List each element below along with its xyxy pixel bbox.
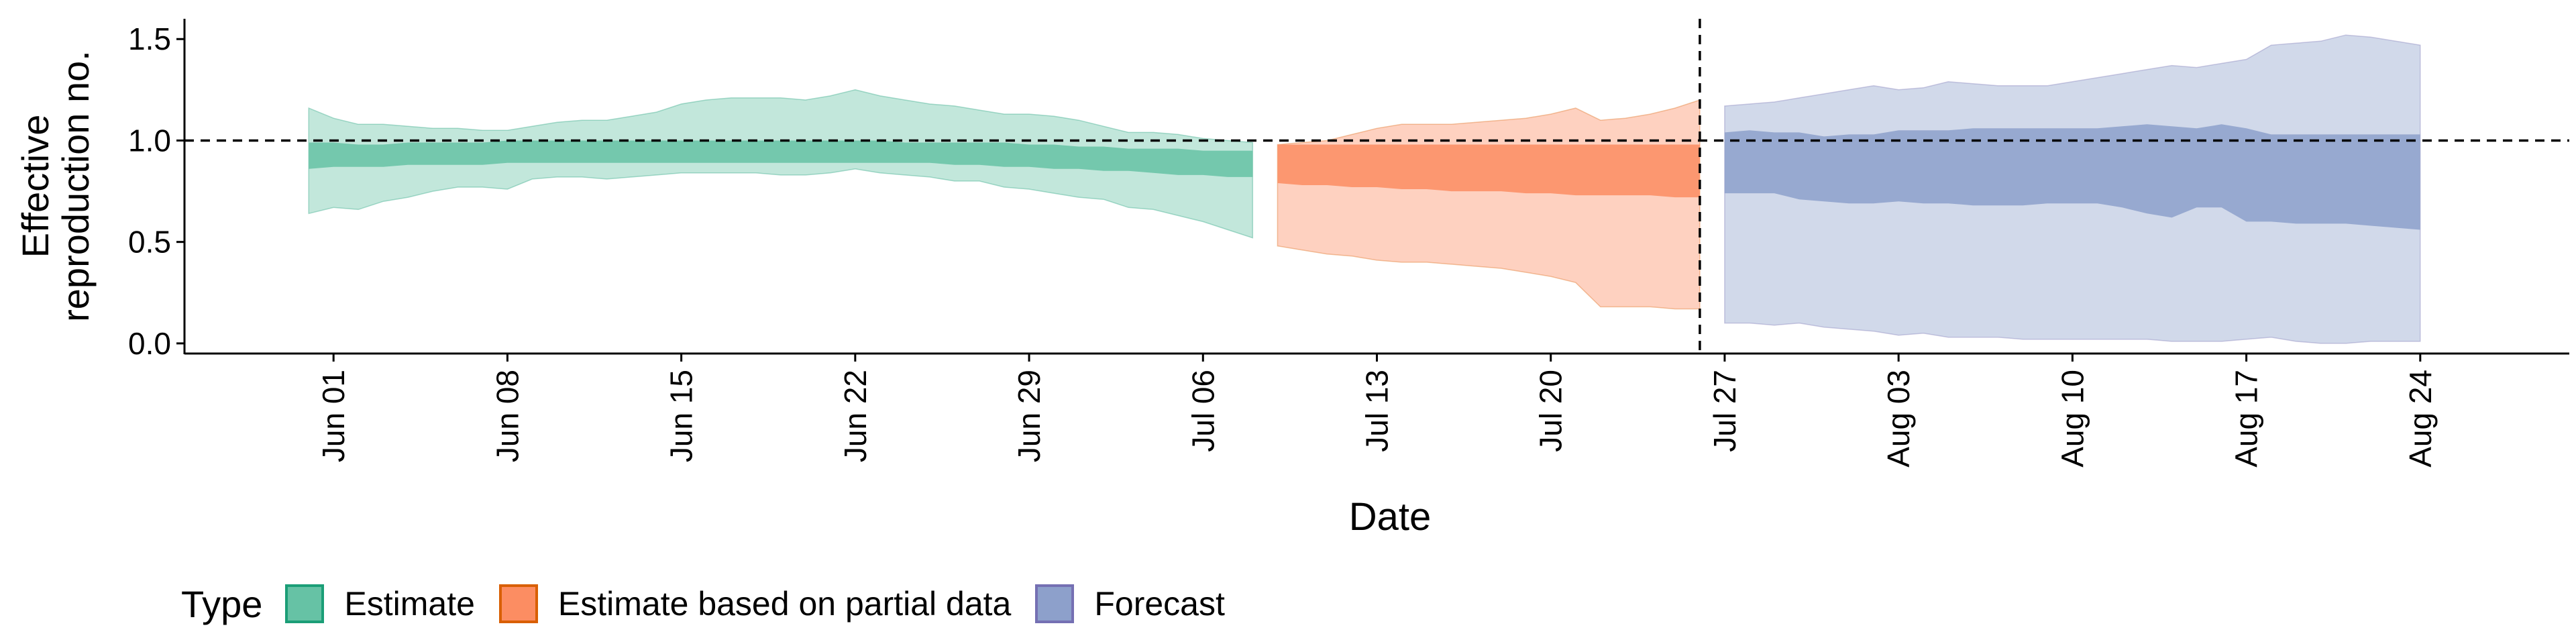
legend-label-estimate: Estimate xyxy=(344,585,475,623)
ribbon-50-estimate xyxy=(309,140,1253,177)
legend-key-partial xyxy=(498,584,538,623)
x-axis-label: Date xyxy=(1349,495,1432,539)
legend-key-forecast xyxy=(1035,584,1075,623)
y-axis-label-line: Effective xyxy=(14,115,56,258)
y-tick-label: 0.5 xyxy=(128,225,171,260)
x-tick-label: Jul 27 xyxy=(1707,370,1742,452)
ribbon-90-estimate xyxy=(308,89,1254,239)
y-tick-label: 1.5 xyxy=(128,21,171,56)
ribbon-layer xyxy=(308,34,2421,344)
x-tick-label: Jul 06 xyxy=(1185,370,1220,452)
y-tick-label: 1.0 xyxy=(128,123,171,158)
legend-title: Type xyxy=(181,582,263,625)
legend-item-estimate: Estimate xyxy=(285,584,475,623)
x-tick-label: Aug 10 xyxy=(2055,370,2090,468)
legend-key-estimate xyxy=(285,584,325,623)
x-tick-label: Jul 20 xyxy=(1534,370,1568,452)
x-tick-label: Aug 03 xyxy=(1881,370,1916,468)
axes: 0.0 0.5 1.0 1.5 Jun 01 Jun 08 Jun 15 Jun 22 Jun … xyxy=(128,19,2569,468)
legend-item-partial: Estimate based on partial data xyxy=(498,584,1012,623)
x-tick-label: Jul 13 xyxy=(1360,370,1395,452)
reference-lines xyxy=(184,19,2569,354)
legend-item-forecast: Forecast xyxy=(1035,584,1225,623)
legend: Type Estimate Estimate based on partial … xyxy=(181,577,1249,631)
ribbon-90-partial xyxy=(1277,99,1701,310)
ribbon-50-partial xyxy=(1277,144,1700,198)
x-tick-label: Aug 17 xyxy=(2229,370,2264,468)
legend-label-partial: Estimate based on partial data xyxy=(557,585,1012,623)
x-tick-label: Jun 08 xyxy=(490,370,525,462)
y-tick-label: 0.0 xyxy=(128,326,171,361)
x-tick-label: Aug 24 xyxy=(2403,370,2438,468)
x-tick-label: Jun 01 xyxy=(316,370,351,462)
y-axis-label-line: reproduction no. xyxy=(54,50,97,322)
x-tick-label: Jun 29 xyxy=(1012,370,1046,462)
x-tick-label: Jun 15 xyxy=(664,370,699,462)
x-tick-label: Jun 22 xyxy=(838,370,873,462)
legend-label-forecast: Forecast xyxy=(1094,585,1225,623)
ribbon-50-forecast xyxy=(1724,124,2420,230)
